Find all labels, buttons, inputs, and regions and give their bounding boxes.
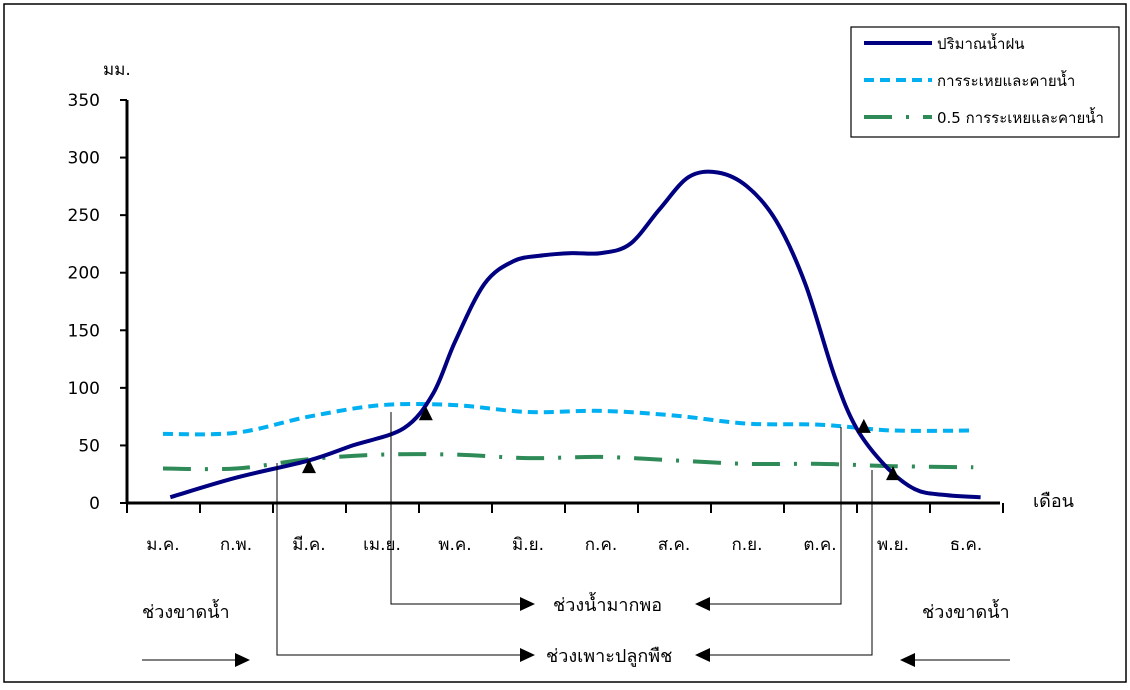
y-axis-ticks: 0 50 100 150 200 250 300 350 xyxy=(68,91,127,514)
annotation-surplus: ช่วงน้ำมากพอ xyxy=(553,592,662,616)
x-tick-label: เม.ย. xyxy=(363,535,401,555)
legend: ปริมาณน้ำฝน การระเหยและคายน้ำ 0.5 การระเ… xyxy=(850,26,1120,138)
x-tick-label: ต.ค. xyxy=(803,535,836,555)
deficit-right-arrowhead xyxy=(900,653,915,667)
x-tick-label: ก.พ. xyxy=(220,535,252,555)
y-tick-label: 200 xyxy=(68,264,100,284)
growing-bracket-right xyxy=(710,470,873,656)
x-tick-label: มิ.ย. xyxy=(512,535,544,555)
x-tick-label: ก.ค. xyxy=(585,535,617,555)
annotation-arrowheads xyxy=(235,597,915,667)
growing-arrowhead-right xyxy=(520,648,535,662)
intersection-marker xyxy=(418,406,433,421)
growing-bracket-left xyxy=(276,463,520,656)
y-tick-label: 300 xyxy=(68,149,100,169)
surplus-bracket-left xyxy=(390,412,520,605)
intersection-marker xyxy=(856,418,871,433)
legend-label-et: การระเหยและคายน้ำ xyxy=(937,70,1075,90)
annotation-brackets xyxy=(142,412,1010,661)
annotation-deficit-left: ช่วงขาดน้ำ xyxy=(142,599,230,623)
x-tick-label: ธ.ค. xyxy=(950,535,983,555)
x-tick-label: ก.ย. xyxy=(731,535,762,555)
y-axis-title: มม. xyxy=(103,60,131,80)
x-axis-title: เดือน xyxy=(1033,491,1074,512)
half-evapotranspiration-line xyxy=(162,452,974,472)
y-tick-label: 150 xyxy=(68,321,100,341)
y-tick-label: 100 xyxy=(68,379,100,399)
surplus-arrowhead-left xyxy=(695,597,710,611)
rainfall-line xyxy=(169,169,981,500)
annotation-growing: ช่วงเพาะปลูกพืช xyxy=(546,646,672,667)
series-layer xyxy=(162,169,981,500)
x-tick-label: ส.ค. xyxy=(658,535,691,555)
legend-box xyxy=(850,26,1120,138)
surplus-arrowhead-right xyxy=(520,597,535,611)
y-tick-label: 350 xyxy=(68,91,100,111)
deficit-left-arrowhead xyxy=(235,653,250,667)
y-tick-label: 0 xyxy=(89,494,100,514)
x-tick-label: ม.ค. xyxy=(146,535,179,555)
y-tick-label: 250 xyxy=(68,206,100,226)
intersection-marker xyxy=(302,459,316,474)
growing-arrowhead-left xyxy=(695,648,710,662)
legend-label-rainfall: ปริมาณน้ำฝน xyxy=(937,33,1025,53)
x-tick-label: พ.ค. xyxy=(438,535,471,555)
y-tick-label: 50 xyxy=(78,436,100,456)
evapotranspiration-line xyxy=(162,401,974,437)
annotation-deficit-right: ช่วงขาดน้ำ xyxy=(922,599,1010,623)
x-tick-label: พ.ย. xyxy=(877,535,909,555)
x-tick-label: มี.ค. xyxy=(292,535,325,555)
intersection-marker xyxy=(886,466,900,481)
legend-label-half-et: 0.5 การระเหยและคายน้ำ xyxy=(937,107,1104,127)
surplus-bracket-right xyxy=(710,427,842,605)
